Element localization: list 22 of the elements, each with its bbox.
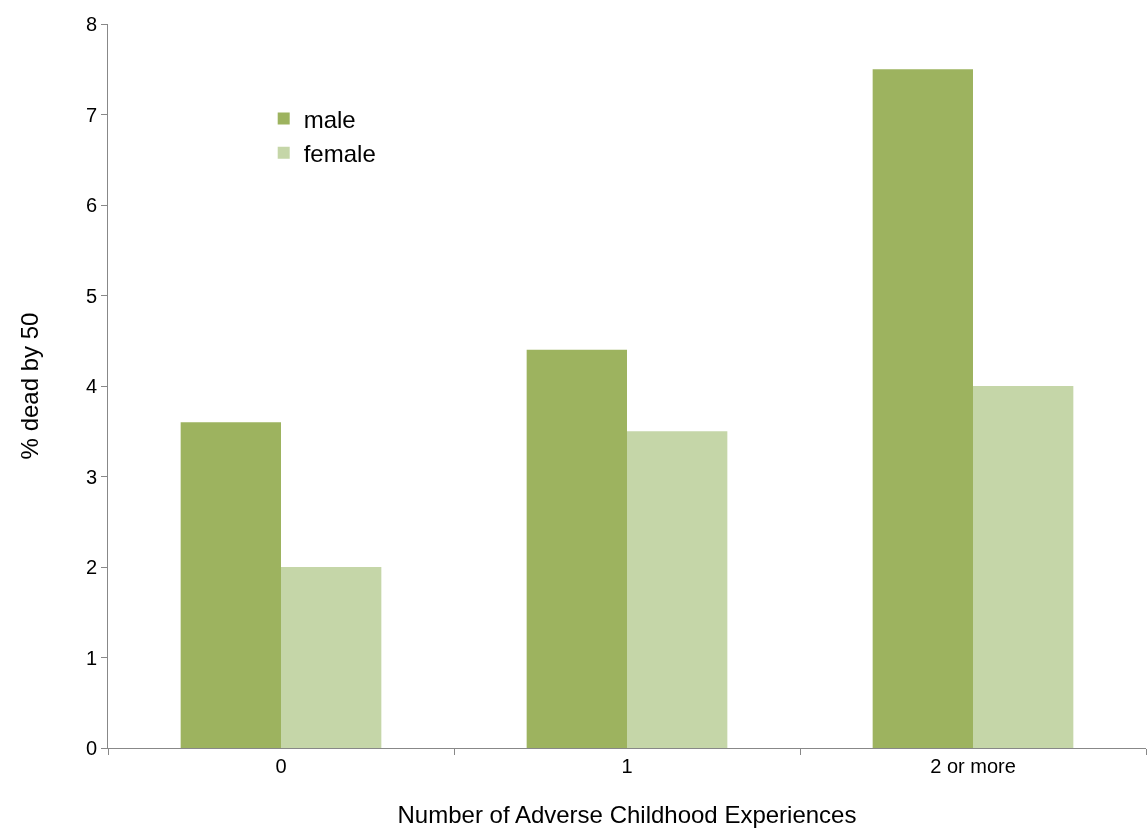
bar: [872, 69, 973, 748]
y-tick-label: 2: [85, 556, 97, 578]
y-axis-title: % dead by 50: [15, 312, 43, 460]
y-tick-label: 5: [85, 284, 97, 307]
legend-label: male: [303, 105, 356, 133]
bar: [627, 431, 728, 748]
bar: [281, 567, 382, 748]
y-tick-label: 7: [85, 103, 97, 126]
y-tick-label: 8: [85, 13, 97, 35]
y-tick-label: 1: [85, 646, 97, 669]
y-tick-label: 6: [85, 194, 97, 216]
legend-label: female: [303, 140, 376, 168]
bar: [526, 349, 627, 748]
x-tick-label: 2 or more: [930, 755, 1016, 777]
bar: [973, 386, 1074, 748]
x-tick-label: 0: [275, 755, 287, 777]
bar: [180, 422, 281, 748]
y-tick-label: 4: [85, 375, 97, 397]
y-tick-label: 0: [85, 737, 97, 759]
x-axis-title: Number of Adverse Childhood Experiences: [397, 801, 857, 829]
x-tick-label: 1: [621, 755, 633, 777]
y-tick-label: 3: [85, 465, 97, 488]
